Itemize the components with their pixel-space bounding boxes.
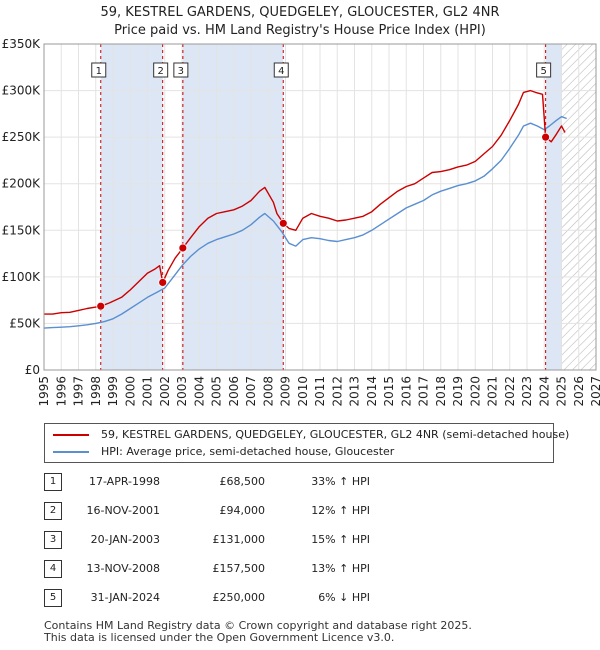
sale-badge-label: 3 xyxy=(178,66,184,77)
sale-point xyxy=(278,218,288,228)
sale-badge-label: 4 xyxy=(278,66,284,77)
transaction-hpi-delta: 33% ↑ HPI xyxy=(311,475,370,488)
transaction-hpi-delta: 13% ↑ HPI xyxy=(311,562,370,575)
x-tick-label: 2016 xyxy=(399,376,413,407)
y-tick-label: £150K xyxy=(2,223,42,237)
sale-badge-label: 1 xyxy=(96,66,102,77)
sale-badge xyxy=(173,62,189,78)
sale-badge xyxy=(153,62,169,78)
x-tick-label: 1995 xyxy=(37,376,51,407)
x-tick-label: 2010 xyxy=(296,376,310,407)
x-tick-label: 2014 xyxy=(365,376,379,407)
ownership-shade xyxy=(545,44,562,370)
x-tick-label: 2013 xyxy=(348,376,362,407)
x-tick-label: 2020 xyxy=(468,376,482,407)
sale-badge xyxy=(273,62,289,78)
x-tick-label: 2026 xyxy=(572,376,586,407)
transaction-date: 16-NOV-2001 xyxy=(86,504,160,517)
x-tick-label: 1997 xyxy=(72,376,86,407)
y-tick-label: £50K xyxy=(9,316,41,330)
x-tick-label: 2009 xyxy=(279,376,293,407)
x-tick-label: 2017 xyxy=(417,376,431,407)
transaction-number: 4 xyxy=(44,560,62,578)
transaction-price: £157,500 xyxy=(212,562,266,575)
transaction-hpi-delta: 12% ↑ HPI xyxy=(311,504,370,517)
x-tick-label: 2011 xyxy=(313,376,327,407)
legend-label-property: 59, KESTREL GARDENS, QUEDGELEY, GLOUCEST… xyxy=(101,428,570,441)
transaction-number: 2 xyxy=(44,502,62,520)
x-tick-label: 2024 xyxy=(537,376,551,407)
hpi-line xyxy=(43,116,567,329)
legend: 59, KESTREL GARDENS, QUEDGELEY, GLOUCEST… xyxy=(44,423,569,463)
x-tick-label: 2021 xyxy=(486,376,500,407)
sale-badge xyxy=(91,62,107,78)
x-tick-label: 2008 xyxy=(261,376,275,407)
x-tick-label: 2019 xyxy=(451,376,465,407)
legend-label-hpi: HPI: Average price, semi-detached house,… xyxy=(101,445,395,458)
y-tick-label: £0 xyxy=(25,363,40,377)
transaction-row: 3 20-JAN-2003 £131,000 15% ↑ HPI xyxy=(0,531,600,549)
ownership-shade xyxy=(100,44,163,370)
x-tick-label: 2003 xyxy=(175,376,189,407)
transaction-number: 1 xyxy=(44,473,62,491)
x-tick-label: 2007 xyxy=(244,376,258,407)
sale-point xyxy=(541,132,551,142)
x-tick-label: 2002 xyxy=(158,376,172,407)
x-tick-label: 2022 xyxy=(503,376,517,407)
x-tick-label: 2004 xyxy=(192,376,206,407)
y-tick-label: £350K xyxy=(2,37,42,51)
sale-point xyxy=(178,243,188,253)
transaction-number: 3 xyxy=(44,531,62,549)
price-chart: 1 2 3 4 5 £0 £50K £100K £150K £200K £250K £300K £350… xyxy=(2,37,600,407)
legend-swatch-property xyxy=(53,434,89,436)
transaction-price: £94,000 xyxy=(219,504,266,517)
transactions-table: 1 17-APR-1998 £68,500 33% ↑ HPI 2 16-NOV… xyxy=(0,465,600,615)
transaction-number: 5 xyxy=(44,589,62,607)
transaction-date: 13-NOV-2008 xyxy=(86,562,160,575)
transaction-date: 17-APR-1998 xyxy=(88,475,160,488)
x-tick-label: 2018 xyxy=(434,376,448,407)
transaction-row: 4 13-NOV-2008 £157,500 13% ↑ HPI xyxy=(0,560,600,578)
x-tick-label: 2000 xyxy=(123,376,137,407)
property-price-line xyxy=(44,89,566,315)
sale-point xyxy=(96,301,106,311)
x-tick-label: 2015 xyxy=(382,376,396,407)
sale-badge-label: 5 xyxy=(540,66,546,77)
chart-subtitle: Price paid vs. HM Land Registry's House … xyxy=(114,23,486,38)
x-tick-label: 2012 xyxy=(330,376,344,407)
y-tick-label: £300K xyxy=(2,84,42,98)
plot-border xyxy=(43,43,597,371)
footer-line-2: This data is licensed under the Open Gov… xyxy=(44,631,395,644)
x-tick-label: 2001 xyxy=(141,376,155,407)
legend-swatch-hpi xyxy=(53,451,89,453)
x-tick-label: 1996 xyxy=(54,376,68,407)
chart-title-block: 59, KESTREL GARDENS, QUEDGELEY, GLOUCEST… xyxy=(0,4,600,40)
sale-badge xyxy=(536,62,552,78)
x-tick-label: 2005 xyxy=(210,376,224,407)
transaction-row: 1 17-APR-1998 £68,500 33% ↑ HPI xyxy=(0,473,600,491)
y-tick-label: £250K xyxy=(2,130,42,144)
transaction-price: £250,000 xyxy=(212,591,266,604)
transaction-price: £68,500 xyxy=(219,475,266,488)
x-tick-label: 2027 xyxy=(589,376,600,407)
x-tick-label: 1999 xyxy=(106,376,120,407)
y-tick-label: £100K xyxy=(2,270,42,284)
footer-line-1: Contains HM Land Registry data © Crown c… xyxy=(44,619,472,632)
transaction-date: 20-JAN-2003 xyxy=(90,533,160,546)
x-tick-label: 2023 xyxy=(520,376,534,407)
x-tick-label: 2025 xyxy=(555,376,569,407)
y-tick-label: £200K xyxy=(2,177,42,191)
x-tick-label: 2006 xyxy=(227,376,241,407)
x-tick-label: 1998 xyxy=(89,376,103,407)
transaction-date: 31-JAN-2024 xyxy=(90,591,160,604)
transaction-price: £131,000 xyxy=(212,533,266,546)
footer-attribution: Contains HM Land Registry data © Crown c… xyxy=(44,620,472,644)
sale-point xyxy=(158,278,168,287)
sale-badge-label: 2 xyxy=(157,66,163,77)
transaction-row: 2 16-NOV-2001 £94,000 12% ↑ HPI xyxy=(0,502,600,520)
chart-title: 59, KESTREL GARDENS, QUEDGELEY, GLOUCEST… xyxy=(100,5,500,20)
transaction-row: 5 31-JAN-2024 £250,000 6% ↓ HPI xyxy=(0,589,600,607)
transaction-hpi-delta: 6% ↓ HPI xyxy=(318,591,370,604)
transaction-hpi-delta: 15% ↑ HPI xyxy=(311,533,370,546)
